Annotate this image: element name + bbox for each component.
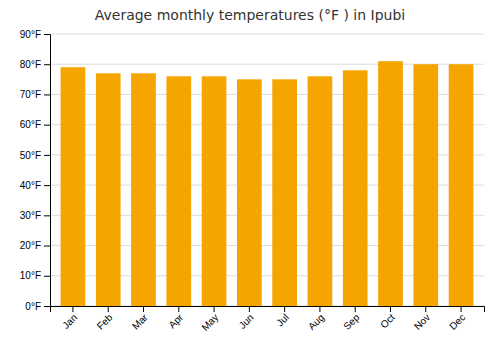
tick-mark bbox=[44, 215, 50, 216]
x-axis: Jan Feb Mar Apr May Jun Jul Aug Sep Oct Nov Dec bbox=[51, 306, 485, 333]
tick-mark bbox=[143, 306, 144, 312]
tick-mark bbox=[461, 306, 462, 312]
tick: Jul bbox=[274, 306, 291, 328]
axis-line bbox=[51, 307, 485, 313]
tick-label: 20°F bbox=[20, 240, 41, 251]
tick-label: Jul bbox=[274, 312, 291, 329]
bar bbox=[96, 73, 121, 306]
tick-mark bbox=[44, 64, 50, 65]
tick-mark bbox=[355, 306, 356, 312]
tick: 0°F bbox=[25, 301, 50, 312]
tick-label: 70°F bbox=[20, 89, 41, 100]
tick-mark bbox=[44, 306, 50, 307]
tick-mark bbox=[249, 306, 250, 312]
tick: Aug bbox=[306, 306, 326, 332]
bar bbox=[378, 61, 403, 306]
tick-label: Feb bbox=[95, 311, 115, 331]
tick: Oct bbox=[378, 306, 397, 330]
tick-mark bbox=[214, 306, 215, 312]
tick-label: 40°F bbox=[20, 180, 41, 191]
tick-mark bbox=[44, 94, 50, 95]
tick: 90°F bbox=[20, 29, 50, 40]
tick: Dec bbox=[447, 306, 467, 332]
tick: Apr bbox=[166, 306, 185, 330]
tick-mark bbox=[319, 306, 320, 312]
tick: 20°F bbox=[20, 240, 50, 251]
tick: 60°F bbox=[20, 119, 50, 130]
tick-label: Nov bbox=[412, 312, 432, 332]
tick: 50°F bbox=[20, 150, 50, 161]
tick: Jun bbox=[237, 306, 256, 331]
tick-label: Jun bbox=[237, 312, 256, 331]
tick-label: 10°F bbox=[20, 270, 41, 281]
tick-mark bbox=[44, 34, 50, 35]
tick: Mar bbox=[130, 306, 150, 332]
tick: Feb bbox=[95, 306, 115, 332]
tick-label: Apr bbox=[166, 311, 185, 330]
tick-mark bbox=[178, 306, 179, 312]
plot: 0°F 10°F 20°F 30°F 40°F 50°F 60°F 70°F 80°F 90°F J… bbox=[20, 29, 485, 333]
bar bbox=[202, 76, 227, 306]
tick: 30°F bbox=[20, 210, 50, 221]
tick: 70°F bbox=[20, 89, 50, 100]
tick: Sep bbox=[341, 306, 362, 332]
tick-mark bbox=[390, 306, 391, 312]
tick-label: 90°F bbox=[20, 29, 41, 40]
grid-line bbox=[50, 34, 484, 35]
tick-label: 30°F bbox=[20, 210, 41, 221]
tick: 10°F bbox=[20, 270, 50, 281]
tick: May bbox=[199, 306, 220, 333]
tick-label: Oct bbox=[378, 312, 397, 331]
bar bbox=[272, 79, 297, 306]
chart-title: Average monthly temperatures (°F ) in Ip… bbox=[95, 7, 406, 23]
tick-mark bbox=[44, 125, 50, 126]
tick-label: 80°F bbox=[20, 59, 41, 70]
tick-mark bbox=[44, 155, 50, 156]
bar bbox=[131, 73, 156, 306]
bar bbox=[343, 70, 368, 306]
tick-label: 0°F bbox=[25, 301, 41, 312]
bar bbox=[308, 76, 333, 306]
chart: Average monthly temperatures (°F ) in Ip… bbox=[0, 0, 500, 350]
bar bbox=[413, 64, 438, 306]
tick: Nov bbox=[412, 306, 432, 332]
bar bbox=[237, 79, 262, 306]
tick-label: Aug bbox=[306, 312, 326, 332]
chart-container: Average monthly temperatures (°F ) in Ip… bbox=[0, 0, 500, 350]
tick: 40°F bbox=[20, 180, 50, 191]
tick-label: 60°F bbox=[20, 119, 41, 130]
tick-mark bbox=[72, 306, 73, 312]
y-axis: 0°F 10°F 20°F 30°F 40°F 50°F 60°F 70°F 80°F 90°F bbox=[20, 29, 51, 312]
tick-label: Sep bbox=[341, 311, 362, 332]
bars bbox=[61, 61, 474, 306]
tick-label: Dec bbox=[447, 312, 467, 332]
bar bbox=[449, 64, 474, 306]
tick-mark bbox=[44, 276, 50, 277]
tick-mark bbox=[44, 246, 50, 247]
tick: Jan bbox=[60, 306, 79, 331]
bar bbox=[166, 76, 191, 306]
tick-mark bbox=[284, 306, 285, 312]
tick-label: May bbox=[199, 312, 220, 333]
bar bbox=[61, 67, 86, 306]
grid bbox=[50, 34, 484, 306]
tick-mark bbox=[108, 306, 109, 312]
tick-mark bbox=[44, 185, 50, 186]
tick-label: Mar bbox=[130, 311, 150, 331]
tick-label: Jan bbox=[60, 312, 79, 331]
tick-label: 50°F bbox=[20, 150, 41, 161]
axis-line bbox=[44, 35, 51, 307]
tick-mark bbox=[425, 306, 426, 312]
tick: 80°F bbox=[20, 59, 50, 70]
